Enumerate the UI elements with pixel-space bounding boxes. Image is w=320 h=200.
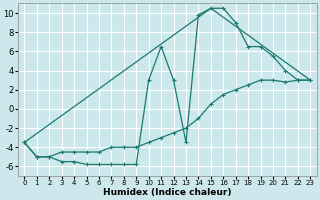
X-axis label: Humidex (Indice chaleur): Humidex (Indice chaleur) (103, 188, 232, 197)
